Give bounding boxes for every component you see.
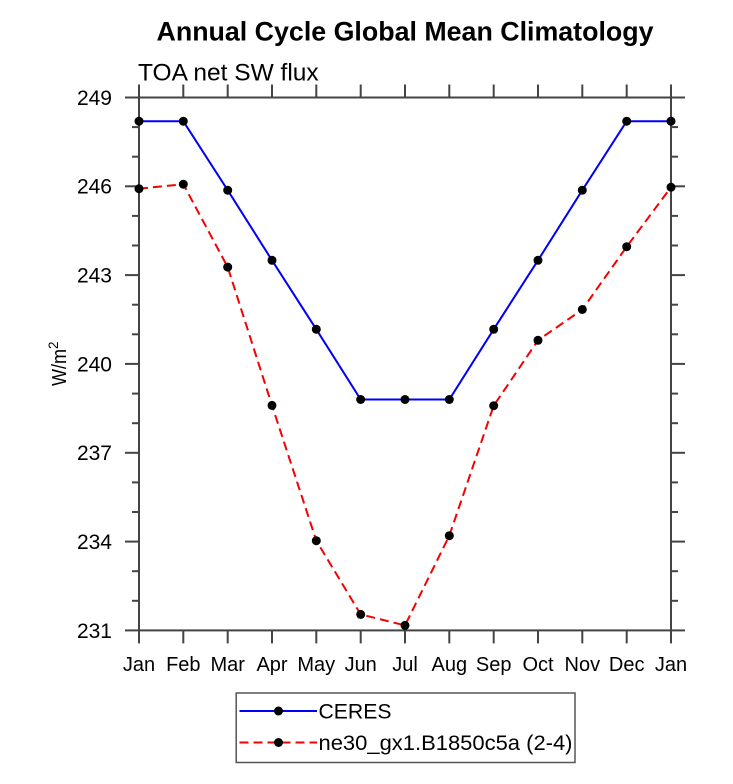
svg-text:May: May <box>297 654 335 676</box>
svg-text:243: 243 <box>77 265 112 288</box>
svg-text:231: 231 <box>77 620 112 643</box>
svg-text:2: 2 <box>46 341 61 349</box>
svg-text:249: 249 <box>77 87 112 110</box>
svg-text:ne30_gx1.B1850c5a (2-4): ne30_gx1.B1850c5a (2-4) <box>319 732 573 755</box>
svg-text:Sep: Sep <box>476 654 512 676</box>
svg-text:Annual Cycle Global Mean Clima: Annual Cycle Global Mean Climatology <box>157 17 654 47</box>
svg-text:Jan: Jan <box>123 654 155 676</box>
svg-text:Feb: Feb <box>166 654 200 676</box>
svg-text:Apr: Apr <box>256 654 287 676</box>
svg-text:237: 237 <box>77 442 112 465</box>
svg-text:234: 234 <box>77 531 112 554</box>
svg-text:Aug: Aug <box>432 654 468 676</box>
svg-text:Jul: Jul <box>392 654 418 676</box>
svg-text:246: 246 <box>77 176 112 199</box>
svg-text:Dec: Dec <box>609 654 645 676</box>
svg-text:Oct: Oct <box>522 654 554 676</box>
svg-text:TOA net SW flux: TOA net SW flux <box>138 59 319 86</box>
svg-text:Jan: Jan <box>655 654 687 676</box>
svg-text:CERES: CERES <box>319 700 392 723</box>
svg-text:240: 240 <box>77 353 112 376</box>
svg-text:W/m: W/m <box>49 349 71 386</box>
svg-text:Mar: Mar <box>210 654 245 676</box>
svg-text:Jun: Jun <box>345 654 377 676</box>
svg-text:Nov: Nov <box>565 654 601 676</box>
